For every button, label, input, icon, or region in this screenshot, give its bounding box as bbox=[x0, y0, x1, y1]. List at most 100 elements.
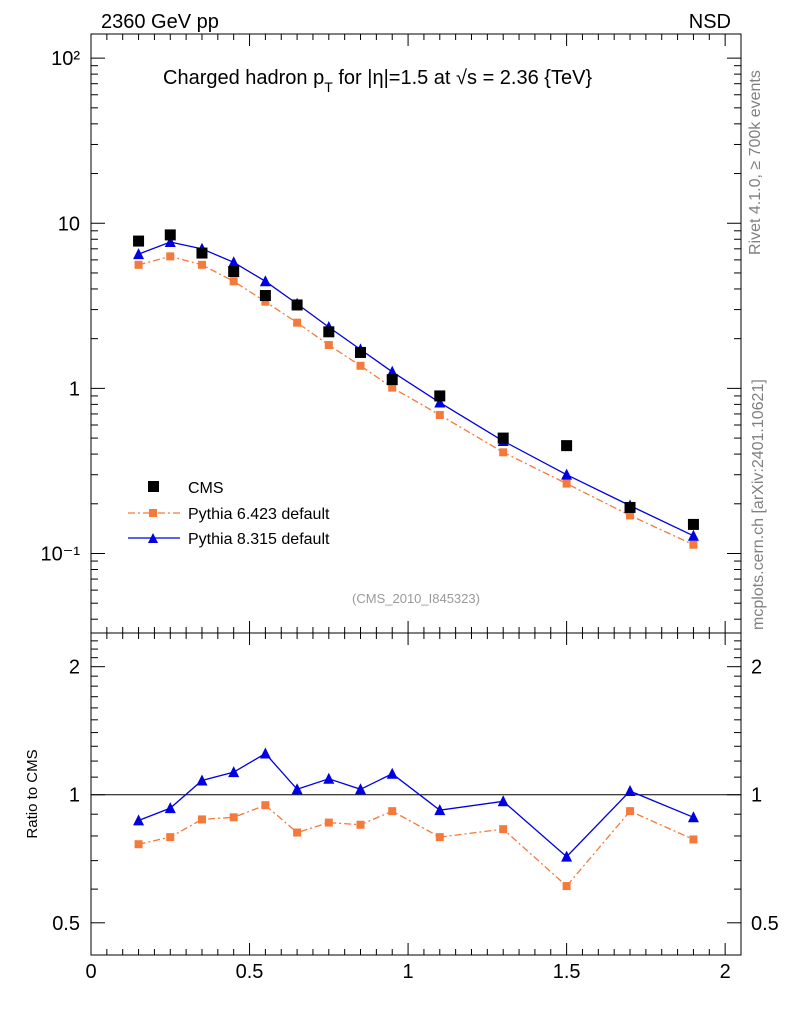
ratio-y-axis-label: Ratio to CMS bbox=[24, 749, 41, 838]
cms-point bbox=[687, 518, 699, 530]
ratio-pythia6-point bbox=[388, 807, 397, 816]
legend-pythia6-label: Pythia 6.423 default bbox=[188, 506, 330, 523]
cms-point bbox=[497, 432, 509, 444]
cms-point bbox=[259, 290, 271, 302]
legend-pythia6-marker bbox=[149, 509, 157, 517]
ratio-pythia8-point bbox=[259, 747, 271, 759]
pythia6-point bbox=[562, 479, 571, 488]
legend-cms-label: CMS bbox=[188, 480, 224, 497]
ratio-pythia8-point bbox=[355, 783, 367, 795]
ratio-pythia6-point bbox=[356, 820, 365, 829]
cms-point bbox=[624, 501, 636, 513]
cms-point bbox=[355, 346, 367, 358]
title-suffix: for |η|=1.5 at √s = 2.36 {TeV} bbox=[333, 67, 593, 89]
ratio-y-tick-label-right: 1 bbox=[751, 785, 762, 807]
title-prefix: Charged hadron p bbox=[163, 67, 324, 89]
pythia6-point bbox=[293, 318, 302, 327]
ratio-pythia6-point bbox=[166, 833, 175, 842]
y-tick-label: 10⁻¹ bbox=[41, 543, 81, 565]
y-tick-label: 10² bbox=[51, 48, 80, 70]
cms-point bbox=[196, 247, 208, 259]
pythia8-point bbox=[561, 468, 573, 480]
ratio-pythia8-point bbox=[497, 795, 509, 807]
x-tick-label: 1 bbox=[403, 961, 414, 983]
pythia6-point bbox=[197, 260, 206, 269]
pythia8-point bbox=[687, 529, 699, 541]
ratio-y-tick-label-right: 0.5 bbox=[751, 913, 779, 935]
ratio-y-tick-label: 2 bbox=[69, 657, 80, 679]
ratio-pythia8-point bbox=[291, 783, 303, 795]
pythia6-point bbox=[324, 341, 333, 350]
cms-point bbox=[228, 266, 240, 278]
ratio-panel-frame bbox=[90, 632, 742, 956]
axis-ticks bbox=[90, 34, 741, 955]
ratio-y-tick-label: 0.5 bbox=[52, 913, 80, 935]
pythia8-point bbox=[228, 256, 240, 268]
pythia6-point bbox=[626, 511, 635, 520]
ratio-pythia6-point bbox=[626, 807, 635, 816]
x-tick-label: 0.5 bbox=[236, 961, 264, 983]
ratio-pythia8-point bbox=[196, 774, 208, 786]
pythia6-point bbox=[261, 297, 270, 306]
pythia6-point bbox=[134, 260, 143, 269]
ratio-y-tick-label-right: 2 bbox=[751, 657, 762, 679]
ratio-pythia6-point bbox=[324, 818, 333, 827]
legend-pythia8-marker bbox=[148, 533, 158, 543]
pythia8-point bbox=[434, 396, 446, 408]
ratio-pythia8-point bbox=[323, 772, 335, 784]
ratio-pythia8-point bbox=[386, 767, 398, 779]
pythia8-point bbox=[259, 275, 271, 287]
legend-pythia8-label: Pythia 8.315 default bbox=[188, 531, 330, 548]
header-right: NSD bbox=[689, 11, 731, 33]
cms-point bbox=[133, 235, 145, 247]
ratio-pythia8-point bbox=[434, 804, 446, 816]
header-left: 2360 GeV pp bbox=[101, 11, 219, 33]
axis-tick-labels: 0 0.5 1 1.5 2 10⁻¹ 1 10 10² 0.5 0.5 1 1 2 2 bbox=[41, 48, 779, 983]
pythia6-point bbox=[356, 361, 365, 370]
pythia6-point bbox=[689, 540, 698, 549]
cms-point bbox=[386, 374, 398, 386]
legend-cms-marker bbox=[148, 481, 159, 492]
ratio-pythia8-point bbox=[561, 850, 573, 862]
ratio-pythia6-point bbox=[261, 801, 270, 810]
cms-point bbox=[434, 390, 446, 402]
plot-title: Charged hadron pT for |η|=1.5 at √s = 2.… bbox=[163, 67, 592, 95]
ratio-pythia6-point bbox=[293, 828, 302, 837]
ratio-pythia6-point bbox=[689, 835, 698, 844]
x-tick-label: 1.5 bbox=[553, 961, 581, 983]
ratio-pythia6-point bbox=[499, 825, 508, 834]
cms-point bbox=[291, 299, 303, 311]
ratio-pythia6-line bbox=[138, 804, 694, 887]
ratio-pythia8-line bbox=[138, 752, 694, 858]
ratio-pythia6-point bbox=[229, 813, 238, 822]
pythia6-point bbox=[499, 448, 508, 457]
pythia8-point bbox=[133, 248, 145, 260]
pythia6-point bbox=[388, 383, 397, 392]
x-tick-label: 2 bbox=[720, 961, 731, 983]
pythia6-point bbox=[435, 410, 444, 419]
ratio-pythia6-point bbox=[197, 815, 206, 824]
ratio-pythia6-point bbox=[435, 833, 444, 842]
rivet-label: Rivet 4.1.0, ≥ 700k events bbox=[747, 70, 764, 255]
y-tick-label: 1 bbox=[69, 378, 80, 400]
ratio-pythia6-point bbox=[134, 840, 143, 849]
ratio-pythia8-point bbox=[687, 811, 699, 823]
ratio-pythia6-point bbox=[562, 882, 571, 891]
cms-point bbox=[164, 229, 176, 241]
x-tick-label: 0 bbox=[85, 961, 96, 983]
ratio-pythia8-point bbox=[228, 766, 240, 778]
ratio-pythia8-point bbox=[164, 802, 176, 814]
pythia8-point bbox=[386, 365, 398, 377]
ratio-pythia8-point bbox=[624, 785, 636, 797]
cms-point bbox=[561, 440, 573, 452]
pythia6-line bbox=[138, 255, 694, 546]
legend: CMS Pythia 6.423 default Pythia 8.315 de… bbox=[128, 480, 330, 548]
pythia6-point bbox=[229, 277, 238, 286]
ratio-pythia8-point bbox=[133, 814, 145, 826]
cms-point bbox=[323, 326, 335, 338]
data-series bbox=[133, 229, 699, 891]
mcplots-label: mcplots.cern.ch [arXiv:2401.10621] bbox=[750, 379, 767, 630]
pythia8-point bbox=[164, 235, 176, 247]
title-subscript: T bbox=[324, 79, 333, 95]
